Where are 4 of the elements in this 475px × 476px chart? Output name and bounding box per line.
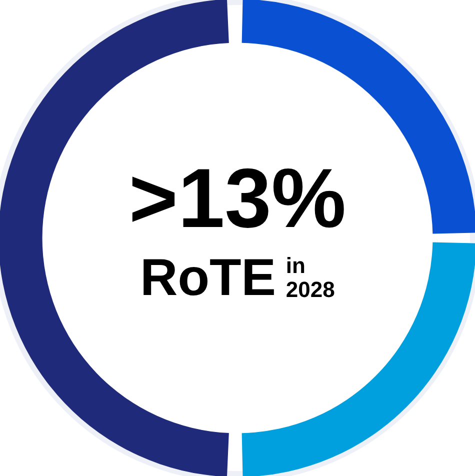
text: in — [286, 253, 306, 278]
text: >13% — [128, 150, 348, 246]
text: RoTE — [140, 249, 276, 307]
text: 2028 — [286, 277, 335, 302]
